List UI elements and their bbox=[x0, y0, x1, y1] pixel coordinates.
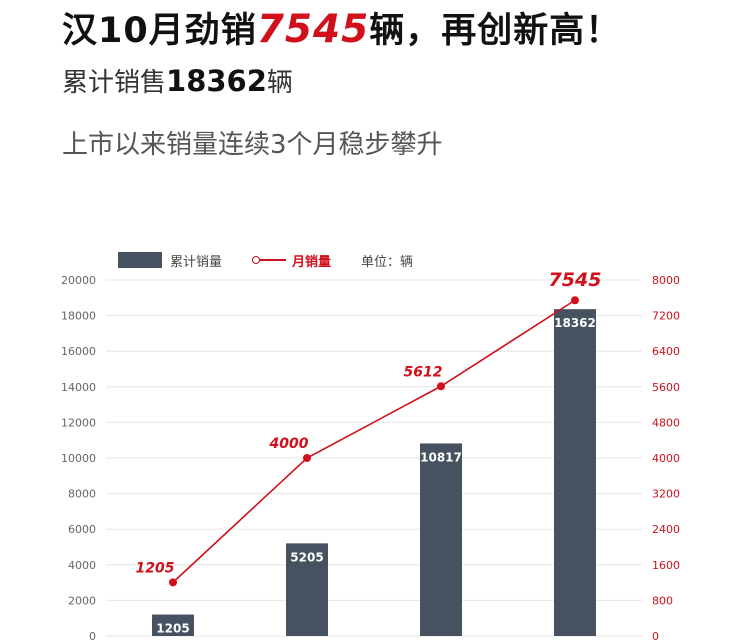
monthly-sales-line bbox=[172, 299, 576, 583]
headline: 汉10月劲销7545辆，再创新高！ bbox=[62, 2, 621, 53]
legend-bar-label: 累计销量 bbox=[170, 254, 223, 270]
bar bbox=[420, 443, 462, 636]
right-tick-label: 800 bbox=[652, 594, 673, 607]
line-point bbox=[303, 454, 311, 462]
bar bbox=[286, 543, 328, 636]
left-tick-label: 10000 bbox=[61, 452, 96, 465]
cumulative-suffix: 辆 bbox=[266, 68, 293, 98]
right-tick-label: 4000 bbox=[652, 452, 680, 465]
left-tick-label: 12000 bbox=[61, 416, 96, 429]
legend-unit-label: 单位：辆 bbox=[361, 254, 414, 270]
right-tick-label: 6400 bbox=[652, 345, 680, 358]
left-tick-label: 6000 bbox=[68, 523, 96, 536]
right-tick-label: 2400 bbox=[652, 523, 680, 536]
line-point bbox=[571, 296, 579, 305]
legend-bar-swatch bbox=[118, 252, 162, 268]
left-tick-label: 8000 bbox=[68, 488, 96, 501]
left-tick-label: 4000 bbox=[68, 559, 96, 572]
line-value-label: 7545 bbox=[549, 269, 602, 291]
left-tick-label: 0 bbox=[89, 630, 96, 640]
right-tick-label: 4800 bbox=[652, 416, 680, 429]
line-value-label: 1205 bbox=[136, 560, 175, 576]
cumulative-sales-line: 累计销售18362辆 bbox=[62, 62, 293, 99]
right-tick-label: 3200 bbox=[652, 488, 680, 501]
left-tick-label: 16000 bbox=[61, 345, 96, 358]
tagline: 上市以来销量连续3个月稳步攀升 bbox=[62, 130, 443, 160]
right-tick-label: 0 bbox=[652, 630, 659, 640]
legend-line-label: 月销量 bbox=[292, 254, 332, 270]
right-tick-label: 8000 bbox=[652, 274, 680, 287]
left-tick-label: 2000 bbox=[68, 594, 96, 607]
line-value-label: 5612 bbox=[404, 364, 443, 380]
right-tick-label: 1600 bbox=[652, 559, 680, 572]
bar-value-label: 10817 bbox=[420, 450, 462, 464]
cumulative-number: 18362 bbox=[166, 64, 267, 98]
line-point bbox=[437, 382, 445, 391]
left-tick-label: 14000 bbox=[61, 381, 96, 394]
headline-prefix: 汉10月劲销 bbox=[62, 11, 257, 51]
bar-value-label: 1205 bbox=[156, 622, 189, 636]
right-tick-label: 7200 bbox=[652, 310, 680, 323]
line-point bbox=[169, 578, 177, 587]
sales-chart: 0200040006000800010000120001400016000180… bbox=[61, 269, 680, 640]
bar bbox=[152, 614, 194, 636]
headline-number: 7545 bbox=[256, 7, 370, 52]
legend-line-swatch bbox=[252, 252, 287, 268]
bar bbox=[554, 309, 596, 636]
cumulative-prefix: 累计销售 bbox=[62, 68, 167, 98]
chart-legend: 累计销量 月销量 单位：辆 bbox=[118, 250, 413, 270]
line-value-label: 4000 bbox=[269, 436, 309, 452]
bar-value-label: 18362 bbox=[554, 316, 596, 330]
headline-suffix: 辆，再创新高！ bbox=[369, 11, 622, 51]
left-tick-label: 18000 bbox=[61, 310, 96, 323]
left-tick-label: 20000 bbox=[61, 274, 96, 287]
bar-value-label: 5205 bbox=[290, 550, 323, 564]
right-tick-label: 5600 bbox=[652, 381, 680, 394]
